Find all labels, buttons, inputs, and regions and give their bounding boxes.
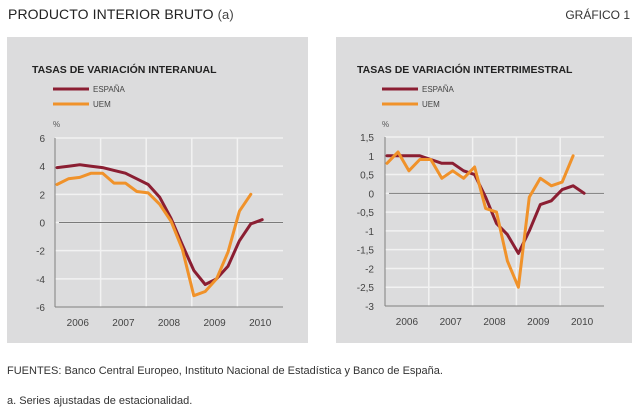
footnote: a. Series ajustadas de estacionalidad. <box>7 395 193 407</box>
legend-label-espana: ESPAÑA <box>93 85 126 94</box>
x-tick-label: 2006 <box>67 318 90 329</box>
x-tick-label: 2009 <box>527 317 550 328</box>
x-tick-label: 2007 <box>112 318 135 329</box>
y-tick-label: -3 <box>365 302 374 313</box>
x-tick-label: 2008 <box>158 318 181 329</box>
y-tick-label: 0 <box>39 219 45 230</box>
series-line-uem <box>55 171 253 298</box>
chart-panel-interanual: 6 4 2 0 -2 -4 -6 2006 2007 2008 2009 2010 TASAS DE V… <box>7 37 308 343</box>
series-line-uem <box>385 150 575 289</box>
chart-interanual: 6 4 2 0 -2 -4 -6 2006 2007 2008 2009 2010 TASAS DE V… <box>32 63 283 329</box>
chart-title: TASAS DE VARIACIÓN INTERTRIMESTRAL <box>357 63 573 76</box>
y-tick-label: -2 <box>365 264 374 275</box>
y-tick-label: -6 <box>36 303 45 314</box>
y-tick-label: -2 <box>36 247 45 258</box>
x-tick-label: 2009 <box>203 318 226 329</box>
figure-label: GRÁFICO 1 <box>565 8 630 22</box>
chart-group-title: PRODUCTO INTERIOR BRUTO (a) <box>8 6 234 22</box>
y-tick-label: -0,5 <box>357 208 375 219</box>
y-unit-label: % <box>382 120 389 129</box>
x-tick-label: 2008 <box>483 317 506 328</box>
x-tick-label: 2006 <box>396 317 419 328</box>
y-tick-label: 0 <box>368 189 374 200</box>
legend-label-uem: UEM <box>93 100 111 109</box>
title-main: PRODUCTO INTERIOR BRUTO <box>8 6 214 22</box>
legend-label-espana: ESPAÑA <box>422 85 455 94</box>
y-tick-label: 1 <box>368 152 374 163</box>
y-tick-label: -1,5 <box>357 246 375 257</box>
y-tick-label: -2,5 <box>357 283 375 294</box>
x-tick-label: 2010 <box>571 317 594 328</box>
x-tick-label: 2007 <box>440 317 463 328</box>
y-tick-label: -1 <box>365 227 374 238</box>
title-suffix: (a) <box>217 7 234 22</box>
x-tick-label: 2010 <box>249 318 272 329</box>
y-tick-label: 1,5 <box>360 133 374 144</box>
chart-title: TASAS DE VARIACIÓN INTERANUAL <box>32 63 217 76</box>
y-tick-label: 6 <box>39 134 45 145</box>
y-tick-label: -4 <box>36 275 45 286</box>
legend-label-uem: UEM <box>422 100 440 109</box>
chart-intertrimestral: 1,5 1 0,5 0 -0,5 -1 -1,5 -2 -2,5 -3 2006 2007 2008 20… <box>357 63 604 328</box>
y-tick-label: 4 <box>39 162 45 173</box>
y-unit-label: % <box>53 120 60 129</box>
y-tick-label: 2 <box>39 190 45 201</box>
series-line-espana <box>55 163 264 286</box>
chart-panel-intertrimestral: 1,5 1 0,5 0 -0,5 -1 -1,5 -2 -2,5 -3 2006 2007 2008 20… <box>336 37 632 343</box>
sources-note: FUENTES: Banco Central Europeo, Institut… <box>7 365 443 377</box>
y-tick-label: 0,5 <box>360 171 374 182</box>
